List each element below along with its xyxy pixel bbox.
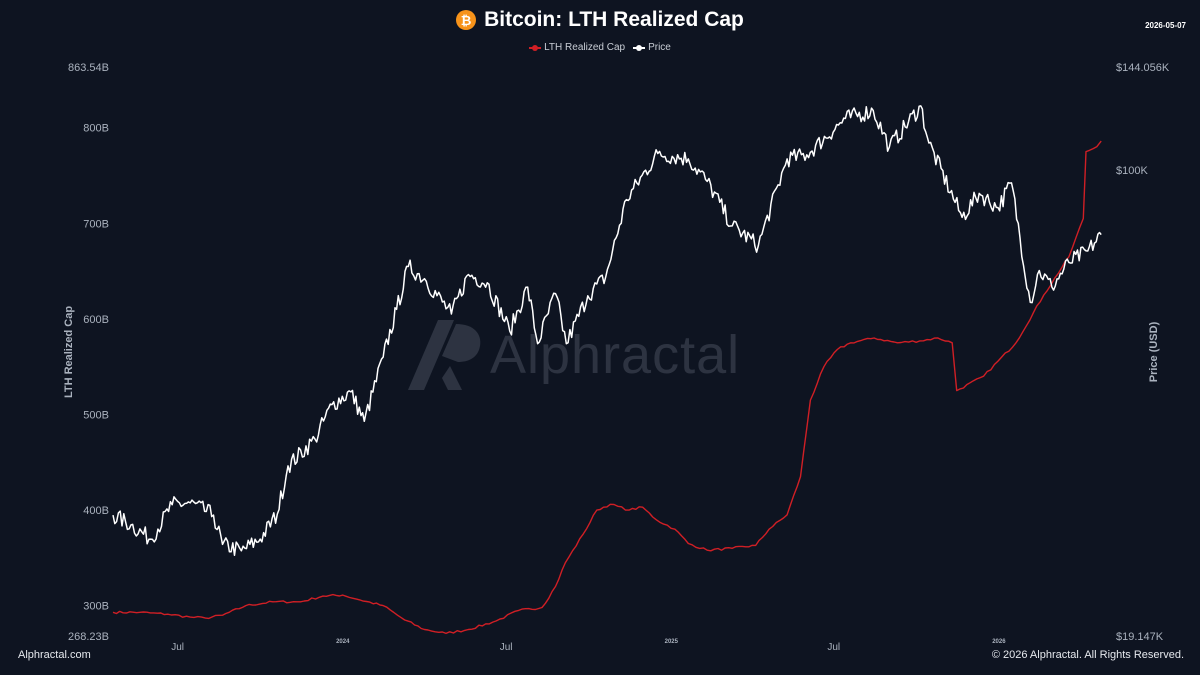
x-tick-label: 2026: [992, 639, 1006, 645]
legend-swatch-price: [633, 44, 646, 51]
footer-site: Alphractal.com: [18, 649, 91, 661]
legend-label-lth-realized-cap: LTH Realized Cap: [544, 42, 626, 53]
legend-swatch-lth-realized-cap: [529, 44, 542, 51]
legend-item-lth-realized-cap[interactable]: LTH Realized Cap: [529, 42, 625, 53]
y-left-tick-label: 700B: [83, 218, 109, 230]
chart-date: 2026-05-07: [1145, 21, 1186, 30]
x-tick-label: Jul: [827, 642, 840, 653]
y-left-tick-label: 600B: [83, 314, 109, 326]
y-left-tick-label: 800B: [83, 123, 109, 135]
y-right-tick-label: $144.056K: [1116, 62, 1170, 74]
bitcoin-icon: ₿: [456, 10, 477, 30]
y-left-tick-label: 500B: [83, 409, 109, 421]
footer-copyright: © 2026 Alphractal. All Rights Reserved.: [991, 649, 1184, 661]
y-left-axis-title: LTH Realized Cap: [63, 305, 75, 399]
chart-title: Bitcoin: LTH Realized Cap: [484, 8, 744, 31]
lth-realized-cap-series-line: [112, 140, 1102, 635]
y-left-tick-label: 300B: [83, 601, 109, 613]
y-right-tick-label: $19.147K: [1116, 631, 1164, 643]
chart-header: ₿ Bitcoin: LTH Realized Cap: [0, 8, 1200, 32]
x-tick-label: 2024: [336, 639, 350, 645]
x-tick-label: Jul: [171, 642, 184, 653]
y-right-axis-title: Price (USD): [1148, 321, 1160, 383]
legend-label-price: Price: [648, 42, 671, 53]
y-right-tick-label: $100K: [1116, 165, 1148, 177]
x-tick-label: Jul: [500, 642, 513, 653]
price-series-line: [112, 105, 1102, 557]
legend-item-price[interactable]: Price: [633, 42, 671, 53]
y-left-tick-label: 400B: [83, 505, 109, 517]
y-left-tick-label: 268.23B: [68, 631, 109, 643]
x-tick-label: 2025: [665, 639, 679, 645]
y-left-tick-label: 863.54B: [68, 62, 109, 74]
legend: LTH Realized Cap Price: [0, 42, 1200, 53]
